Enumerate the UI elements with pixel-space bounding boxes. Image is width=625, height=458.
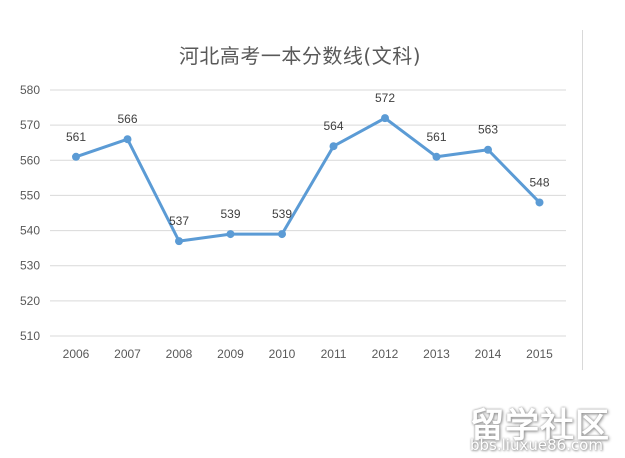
y-tick-label: 550 bbox=[20, 188, 40, 202]
data-point bbox=[381, 114, 389, 123]
data-point bbox=[226, 230, 235, 239]
data-label: 564 bbox=[323, 119, 343, 133]
y-tick-label: 560 bbox=[20, 153, 40, 167]
data-label: 566 bbox=[117, 112, 137, 126]
data-point bbox=[329, 142, 338, 151]
data-label: 548 bbox=[529, 175, 549, 189]
gridlines bbox=[50, 89, 566, 337]
watermark-brand: 留学社区 bbox=[470, 406, 610, 446]
data-label: 563 bbox=[478, 123, 498, 137]
series-line bbox=[75, 116, 541, 243]
data-label: 537 bbox=[169, 214, 189, 228]
x-tick-label: 2008 bbox=[166, 347, 193, 361]
chart-border bbox=[582, 30, 583, 370]
x-tick-label: 2014 bbox=[475, 347, 502, 361]
watermark: 留学社区 bbs.liuxue86.com bbox=[462, 398, 622, 454]
x-tick-label: 2010 bbox=[269, 347, 296, 361]
x-tick-label: 2015 bbox=[526, 347, 553, 361]
data-point bbox=[278, 230, 286, 239]
x-tick-label: 2009 bbox=[217, 347, 244, 361]
data-point bbox=[72, 152, 80, 161]
x-tick-label: 2013 bbox=[423, 347, 450, 361]
data-series bbox=[72, 114, 544, 246]
data-label: 539 bbox=[220, 207, 240, 221]
data-label: 572 bbox=[375, 91, 395, 105]
y-tick-label: 570 bbox=[20, 118, 40, 132]
data-label: 539 bbox=[272, 207, 292, 221]
data-point bbox=[484, 145, 492, 154]
data-label: 561 bbox=[66, 130, 86, 144]
y-tick-label: 540 bbox=[20, 224, 40, 238]
data-point bbox=[123, 135, 132, 144]
x-axis-labels: 2006 2007 2008 2009 2010 2011 2012 2013 2014 2015 bbox=[63, 347, 554, 361]
y-axis-labels: 580 570 560 550 540 530 520 510 bbox=[20, 83, 40, 343]
y-tick-label: 510 bbox=[20, 329, 40, 343]
data-labels: 561 566 537 539 539 564 572 561 563 548 bbox=[66, 91, 550, 228]
x-tick-label: 2011 bbox=[321, 347, 347, 361]
x-tick-label: 2006 bbox=[63, 347, 90, 361]
y-tick-label: 580 bbox=[20, 83, 40, 97]
watermark-url: bbs.liuxue86.com bbox=[470, 436, 603, 454]
x-tick-label: 2007 bbox=[114, 347, 141, 361]
data-point bbox=[432, 152, 441, 161]
data-point bbox=[535, 198, 544, 207]
chart-title: 河北高考一本分数线(文科) bbox=[178, 44, 422, 68]
y-tick-label: 530 bbox=[20, 259, 40, 273]
data-point bbox=[175, 237, 183, 246]
y-tick-label: 520 bbox=[20, 294, 40, 308]
data-label: 561 bbox=[426, 130, 446, 144]
x-tick-label: 2012 bbox=[372, 347, 399, 361]
